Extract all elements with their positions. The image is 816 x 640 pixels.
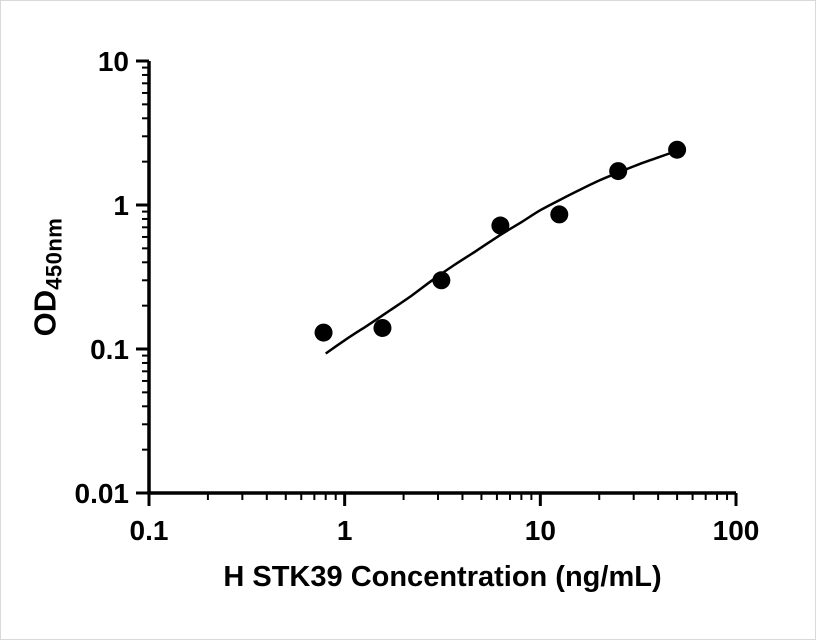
y-tick-label: 0.1 bbox=[90, 334, 129, 365]
data-point bbox=[668, 140, 687, 159]
y-tick-label: 1 bbox=[113, 190, 129, 221]
data-point bbox=[550, 205, 569, 224]
data-point bbox=[609, 162, 628, 181]
y-tick-label: 0.01 bbox=[75, 478, 130, 509]
data-point bbox=[432, 271, 451, 290]
x-tick-label: 0.1 bbox=[130, 515, 169, 546]
y-tick-label: 10 bbox=[98, 46, 129, 77]
x-tick-label: 10 bbox=[525, 515, 556, 546]
data-point bbox=[373, 318, 392, 337]
data-point bbox=[314, 323, 333, 342]
data-point bbox=[491, 216, 510, 235]
x-tick-label: 1 bbox=[337, 515, 353, 546]
x-tick-label: 100 bbox=[713, 515, 760, 546]
